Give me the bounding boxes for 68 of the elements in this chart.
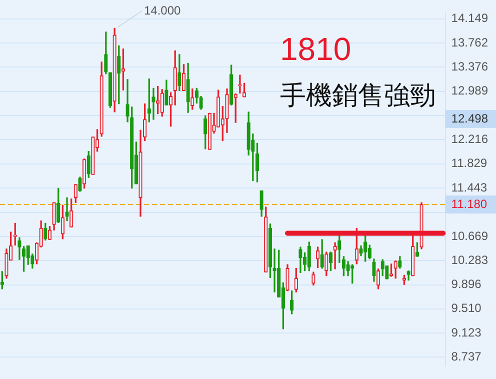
candlestick bbox=[225, 88, 229, 133]
candlestick bbox=[78, 176, 82, 192]
candlestick bbox=[312, 272, 316, 286]
candlestick bbox=[229, 64, 234, 106]
candlestick bbox=[342, 256, 346, 276]
candlestick bbox=[26, 245, 30, 265]
candlestick bbox=[406, 270, 410, 280]
candlestick bbox=[234, 94, 238, 123]
y-tick-label: 9.896 bbox=[451, 277, 482, 292]
candlestick bbox=[74, 184, 78, 203]
y-tick-label: 12.216 bbox=[451, 132, 488, 146]
candlestick bbox=[65, 197, 69, 222]
candlestick bbox=[82, 158, 86, 189]
candlestick bbox=[324, 252, 328, 276]
candlestick bbox=[18, 237, 22, 260]
candlestick bbox=[346, 261, 350, 276]
candlestick bbox=[368, 244, 372, 260]
candlestick bbox=[255, 142, 260, 182]
candlestick bbox=[182, 64, 186, 92]
candlestick bbox=[415, 242, 420, 257]
candlestick bbox=[117, 45, 121, 104]
candlestick bbox=[91, 136, 95, 175]
candlestick bbox=[286, 264, 290, 292]
annotation: 1810 bbox=[280, 31, 352, 67]
y-tick-label: 12.989 bbox=[451, 84, 488, 98]
candlestick bbox=[307, 242, 311, 272]
candlestick bbox=[359, 245, 363, 256]
candlestick bbox=[164, 80, 168, 106]
candlestick bbox=[0, 271, 4, 290]
y-tick-label: 10.283 bbox=[451, 252, 488, 267]
candlestick bbox=[147, 78, 151, 122]
candlestick bbox=[152, 88, 156, 120]
y-tick-label: 11.829 bbox=[451, 156, 488, 170]
y-tick-label: 11.443 bbox=[451, 180, 488, 194]
y-tick-label: 13.762 bbox=[451, 35, 488, 50]
candlestick bbox=[126, 79, 130, 122]
candlestick bbox=[112, 28, 116, 112]
annotation: 14.000 bbox=[144, 3, 182, 18]
y-tick-label: 13.376 bbox=[451, 60, 488, 74]
candlestick bbox=[372, 258, 376, 282]
y-tick-label: 14.149 bbox=[451, 11, 488, 26]
candlestick bbox=[4, 248, 8, 279]
candlestick bbox=[70, 198, 74, 228]
candlestick bbox=[376, 268, 380, 290]
candlestick bbox=[208, 112, 212, 150]
y-tick-label: 10.669 bbox=[451, 228, 488, 243]
annotation: 手機銷售強勁 bbox=[280, 81, 436, 111]
candlestick bbox=[130, 106, 134, 189]
candlestick bbox=[260, 190, 264, 217]
y-tick-label: 8.737 bbox=[451, 350, 482, 364]
y-tick-label: 9.123 bbox=[451, 325, 482, 340]
candlestick bbox=[264, 206, 268, 272]
candlestick bbox=[160, 89, 164, 117]
candlestick bbox=[398, 256, 402, 269]
candlestick bbox=[294, 268, 298, 292]
text: 12.498 bbox=[451, 111, 488, 126]
ref-line-label: 11.180 bbox=[451, 196, 488, 211]
candlestick bbox=[168, 92, 173, 127]
candlestick bbox=[186, 62, 190, 113]
candlestick bbox=[56, 188, 60, 223]
y-tick-label: 9.510 bbox=[451, 301, 482, 316]
candlestick bbox=[246, 112, 250, 156]
candlestick bbox=[100, 62, 104, 137]
candlestick bbox=[333, 242, 337, 270]
candlestick bbox=[48, 226, 52, 240]
candlestick bbox=[394, 260, 398, 279]
candlestick bbox=[238, 74, 242, 94]
candlestick bbox=[385, 265, 389, 280]
